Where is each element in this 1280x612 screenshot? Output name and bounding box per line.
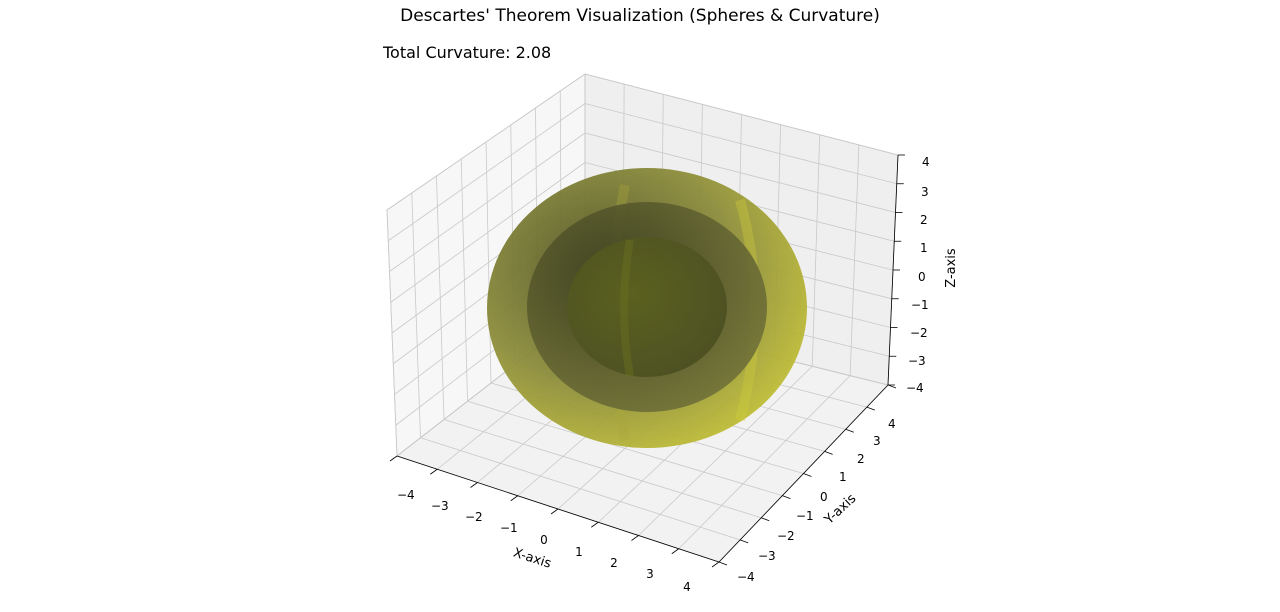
z-grid-line xyxy=(389,132,586,272)
sphere-inner-facet xyxy=(620,239,634,377)
z-grid-line xyxy=(386,73,586,211)
x-tick-mark xyxy=(591,521,599,528)
chart-title: Descartes' Theorem Visualization (Sphere… xyxy=(400,6,880,26)
y-tick-mark xyxy=(782,495,791,499)
y-tick-mark xyxy=(866,406,876,411)
y-tick-label: 0 xyxy=(820,490,828,504)
x-tick-label: 3 xyxy=(646,567,654,581)
y-tick-label: 1 xyxy=(839,470,847,484)
z-tick-label: −2 xyxy=(910,326,928,340)
y-tick-labels: −4 −3 −2 −1 0 1 2 3 4 xyxy=(737,417,896,584)
x-tick-label: 2 xyxy=(610,556,618,570)
x-tick-label: −3 xyxy=(431,499,449,513)
x-grid-line xyxy=(678,375,851,550)
z-tick-label: −4 xyxy=(906,381,924,395)
y-tick-mark xyxy=(824,451,833,455)
y-tick-label: 3 xyxy=(873,434,881,448)
x-tick-mark xyxy=(671,548,679,555)
z-tick-labels: −4 −3 −2 −1 0 1 2 3 4 xyxy=(906,155,930,395)
y-tick-mark xyxy=(761,517,770,522)
z-grid-line xyxy=(584,103,897,185)
z-grid-line xyxy=(584,73,899,156)
x-tick-labels: −4 −3 −2 −1 0 1 2 3 4 xyxy=(397,488,691,594)
tick-marks xyxy=(389,154,905,568)
total-curvature-annotation: Total Curvature: 2.08 xyxy=(382,43,551,62)
x-tick-label: −4 xyxy=(397,488,415,502)
z-grid-line xyxy=(388,103,586,242)
sphere-inner xyxy=(567,237,727,377)
y-tick-mark xyxy=(887,384,897,389)
y-tick-mark xyxy=(718,561,728,566)
x-tick-mark xyxy=(470,482,478,488)
z-grid-line xyxy=(390,162,586,303)
x-tick-mark xyxy=(510,495,518,502)
z-tick-label: 4 xyxy=(922,155,930,169)
y-tick-mark xyxy=(739,539,749,544)
x-grid-line xyxy=(811,134,821,367)
x-axis-label: X-axis xyxy=(511,546,553,572)
x-tick-label: 0 xyxy=(540,533,548,547)
z-tick-label: 3 xyxy=(921,185,929,199)
spheres-group xyxy=(487,168,807,448)
z-grid-line xyxy=(584,132,896,213)
x-tick-label: −2 xyxy=(465,510,483,524)
x-tick-mark xyxy=(550,508,559,515)
z-tick-label: 0 xyxy=(918,270,926,284)
y-tick-mark xyxy=(803,473,812,477)
x-tick-mark xyxy=(430,468,438,475)
x-grid-line xyxy=(849,144,860,376)
z-tick-label: −3 xyxy=(908,354,926,368)
x-grid-line xyxy=(638,365,813,536)
y-tick-label: −4 xyxy=(737,570,755,584)
y-tick-label: −3 xyxy=(758,549,776,563)
y-tick-label: −2 xyxy=(777,529,795,543)
z-tick-label: −1 xyxy=(911,298,929,312)
x-tick-mark xyxy=(631,535,639,541)
z-tick-label: 1 xyxy=(920,241,928,255)
x-tick-mark xyxy=(711,561,720,568)
x-tick-label: 1 xyxy=(575,545,583,559)
z-axis-label: Z-axis xyxy=(944,248,959,288)
z-tick-label: 2 xyxy=(920,213,928,227)
x-tick-mark xyxy=(389,455,398,462)
x-tick-label: −1 xyxy=(500,521,518,535)
y-tick-label: −1 xyxy=(796,509,814,523)
y-tick-mark xyxy=(845,428,854,433)
y-tick-label: 4 xyxy=(888,417,896,431)
y-tick-label: 2 xyxy=(857,452,865,466)
x-tick-label: 4 xyxy=(683,580,691,594)
